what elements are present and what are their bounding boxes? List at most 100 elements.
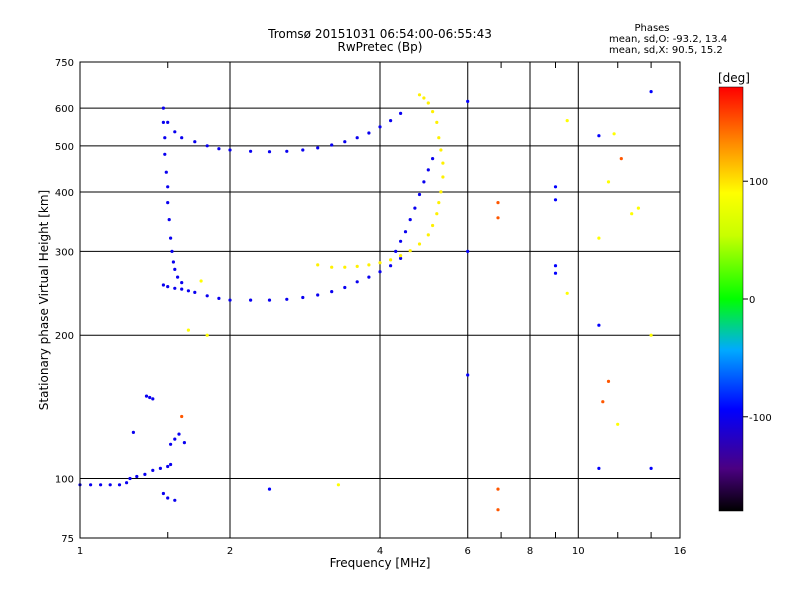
data-point: [267, 487, 272, 491]
data-point: [228, 148, 232, 152]
data-point: [378, 270, 382, 274]
data-point: [466, 249, 470, 253]
data-point: [173, 437, 177, 441]
data-point: [431, 223, 435, 228]
data-point: [169, 442, 173, 446]
data-point: [389, 264, 393, 268]
data-point: [616, 422, 620, 426]
data-point: [343, 265, 347, 269]
data-point: [367, 263, 371, 267]
data-point: [553, 185, 558, 189]
data-point: [164, 170, 168, 174]
data-point: [166, 464, 170, 469]
data-point: [158, 466, 162, 470]
data-point: [170, 249, 174, 253]
data-point: [205, 294, 209, 298]
data-point: [553, 271, 558, 275]
plot-data-points: [78, 90, 653, 512]
data-point: [217, 296, 221, 300]
data-point: [330, 265, 334, 269]
data-point: [161, 120, 165, 124]
data-point: [408, 218, 412, 222]
data-point: [565, 119, 569, 123]
data-point: [171, 260, 175, 264]
data-point: [422, 96, 426, 100]
data-point: [176, 275, 180, 279]
data-point: [426, 101, 430, 105]
data-point: [597, 466, 601, 470]
data-point: [630, 212, 634, 216]
data-point: [117, 483, 122, 487]
data-point: [125, 481, 129, 485]
data-point: [422, 180, 426, 184]
data-point: [148, 395, 152, 400]
data-point: [108, 483, 112, 487]
data-point: [330, 290, 334, 294]
data-point: [612, 132, 616, 136]
colorbar-tick-label: 100: [749, 177, 768, 188]
plot-gridlines: [79, 61, 681, 539]
data-point: [417, 93, 422, 97]
data-point: [163, 136, 167, 140]
data-point: [553, 198, 558, 202]
data-point: [597, 134, 601, 138]
y-tick-label: 750: [55, 58, 74, 69]
data-point: [417, 192, 422, 197]
data-point: [173, 286, 177, 290]
data-point: [403, 230, 408, 234]
plot-frame: [79, 61, 681, 539]
data-point: [161, 106, 165, 110]
data-point: [553, 264, 558, 268]
x-axis-label: Frequency [MHz]: [330, 556, 431, 570]
data-point: [413, 206, 417, 210]
data-point: [606, 379, 611, 383]
data-point: [169, 462, 173, 467]
data-point: [435, 120, 439, 124]
data-point: [399, 239, 403, 243]
data-point: [336, 483, 340, 487]
colorbar-tick-label: 0: [749, 295, 755, 306]
data-point: [166, 285, 170, 289]
x-tick-label: 6: [465, 546, 471, 557]
data-point: [161, 283, 165, 287]
data-point: [496, 487, 500, 491]
data-point: [143, 472, 147, 476]
colorbar-tick-label: -100: [749, 413, 772, 424]
data-point: [285, 149, 289, 153]
data-point: [193, 140, 197, 144]
data-point: [167, 218, 171, 222]
data-point: [367, 131, 371, 135]
data-point: [439, 148, 443, 152]
data-point: [649, 90, 653, 94]
data-point: [597, 323, 601, 327]
data-point: [636, 206, 641, 210]
data-point: [99, 483, 103, 487]
y-tick-label: 500: [55, 142, 74, 153]
data-point: [619, 157, 623, 161]
data-point: [389, 119, 393, 123]
data-point: [426, 168, 430, 172]
data-point: [441, 161, 445, 165]
y-tick-label: 100: [55, 475, 74, 486]
phases-o-stats: mean, sd,O: -93.2, 13.4: [609, 34, 727, 45]
data-point: [496, 216, 500, 220]
data-point: [180, 414, 184, 419]
data-point: [151, 468, 155, 472]
data-point: [394, 249, 398, 253]
x-tick-label: 8: [527, 546, 533, 557]
data-point: [166, 201, 170, 205]
data-point: [435, 212, 439, 216]
y-tick-label: 300: [55, 247, 74, 258]
x-tick-label: 2: [227, 546, 233, 557]
x-tick-label: 10: [572, 546, 585, 557]
data-point: [161, 491, 165, 496]
data-point: [441, 175, 445, 179]
data-point: [355, 136, 359, 140]
data-point: [417, 242, 422, 246]
y-tick-label: 75: [61, 534, 74, 545]
data-point: [389, 258, 393, 262]
chart-title: Tromsø 20151031 06:54:00-06:55:43: [267, 27, 492, 41]
data-point: [496, 201, 500, 205]
data-point: [180, 287, 184, 291]
